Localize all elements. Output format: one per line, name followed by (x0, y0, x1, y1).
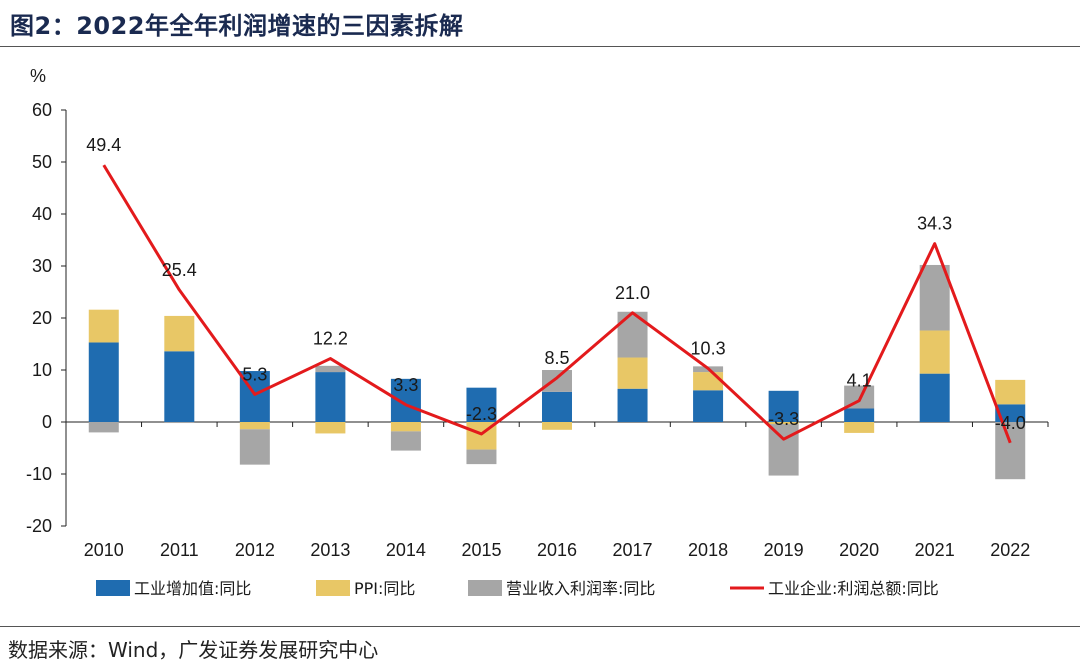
bar-segment (88, 309, 119, 343)
bar-segment (542, 422, 572, 430)
legend: 工业增加值:同比 PPI:同比 营业收入利润率:同比 工业企业:利润总额:同比 (96, 579, 939, 598)
x-tick-label: 2015 (461, 540, 501, 560)
data-label: 21.0 (615, 283, 650, 303)
y-tick-label: 40 (32, 204, 52, 224)
bar-segment (164, 422, 195, 424)
data-label: 49.4 (86, 135, 121, 155)
bar-segment (315, 372, 346, 422)
data-label: 12.2 (313, 329, 348, 349)
data-label: 4.1 (847, 371, 872, 391)
legend-swatch (96, 580, 130, 596)
data-label: 10.3 (691, 338, 726, 358)
bar-segment (995, 422, 1026, 480)
y-tick-label: 20 (32, 308, 52, 328)
x-tick-label: 2011 (160, 540, 199, 560)
x-tick-label: 2022 (990, 540, 1030, 560)
bar-segment (995, 404, 1026, 422)
legend-label: PPI:同比 (354, 579, 415, 598)
bar-segment (617, 311, 648, 358)
y-tick-label: 30 (32, 256, 52, 276)
x-tick-label: 2019 (764, 540, 804, 560)
data-label: 3.3 (393, 375, 418, 395)
x-tick-label: 2021 (915, 540, 955, 560)
bar-segment (315, 365, 346, 373)
bar-segment (844, 408, 875, 422)
legend-label: 工业企业:利润总额:同比 (768, 579, 939, 598)
bar-segment (390, 431, 421, 451)
x-tick-label: 2016 (537, 540, 577, 560)
profit-line (102, 164, 1012, 444)
data-label: 34.3 (917, 214, 952, 234)
bar-segment (466, 449, 497, 465)
source-note: 数据来源：Wind，广发证券发展研究中心 (8, 638, 379, 662)
data-label: -3.3 (768, 409, 799, 429)
data-labels: 49.4 25.4 5.3 12.2 3.3 -2.3 8.5 21.0 10.3 -3.3 4.1… (86, 135, 1026, 433)
x-tick-label: 2014 (386, 540, 426, 560)
top-divider (0, 46, 1080, 47)
bar-segment (768, 424, 799, 476)
bar-segment (88, 422, 119, 433)
x-tick-label: 2010 (84, 540, 124, 560)
bar-segment (844, 385, 875, 409)
bar-segment (164, 315, 195, 352)
bar-segment (542, 370, 572, 392)
y-tick-label: 60 (32, 100, 52, 120)
x-tick-label: 2017 (613, 540, 653, 560)
y-tick-label: -10 (26, 464, 52, 484)
bar-segment (919, 373, 950, 422)
data-label: -4.0 (995, 413, 1026, 433)
bar-segment (768, 422, 799, 425)
legend-label: 工业增加值:同比 (134, 579, 251, 598)
bar-segment (768, 390, 799, 422)
bottom-divider (0, 626, 1080, 627)
bar-segment (315, 422, 346, 434)
legend-swatch (316, 580, 350, 596)
legend-swatch (468, 580, 502, 596)
x-tick-label: 2018 (688, 540, 728, 560)
bar-segment (239, 422, 270, 430)
x-tick-label: 2012 (235, 540, 275, 560)
legend-label: 营业收入利润率:同比 (506, 579, 655, 598)
y-tick-label: 10 (32, 360, 52, 380)
x-tick-label: 2020 (839, 540, 879, 560)
bar-segment (164, 351, 195, 422)
x-tick-label: 2013 (310, 540, 350, 560)
bar-segment (390, 422, 421, 432)
data-label: 5.3 (242, 364, 267, 384)
bar-segment (88, 342, 119, 422)
y-tick-label: 50 (32, 152, 52, 172)
bar-segment (542, 391, 572, 422)
profit-line-path (102, 164, 1012, 444)
y-tick-label: -20 (26, 516, 52, 536)
data-label: -2.3 (466, 404, 497, 424)
bar-segment (466, 387, 497, 422)
data-label: 25.4 (162, 260, 197, 280)
bar-segment (693, 372, 724, 391)
bars (88, 264, 1026, 480)
bar-segment (844, 422, 875, 433)
bar-segment (919, 330, 950, 374)
bar-segment (995, 379, 1026, 405)
chart-title: 图2：2022年全年利润增速的三因素拆解 (10, 12, 464, 40)
bar-segment (919, 264, 950, 331)
data-label: 8.5 (544, 348, 569, 368)
bar-segment (693, 390, 724, 422)
bar-segment (239, 429, 270, 465)
y-axis-unit: % (30, 66, 46, 86)
bar-segment (617, 388, 648, 422)
bar-segment (617, 357, 648, 389)
y-tick-label: 0 (42, 412, 52, 432)
